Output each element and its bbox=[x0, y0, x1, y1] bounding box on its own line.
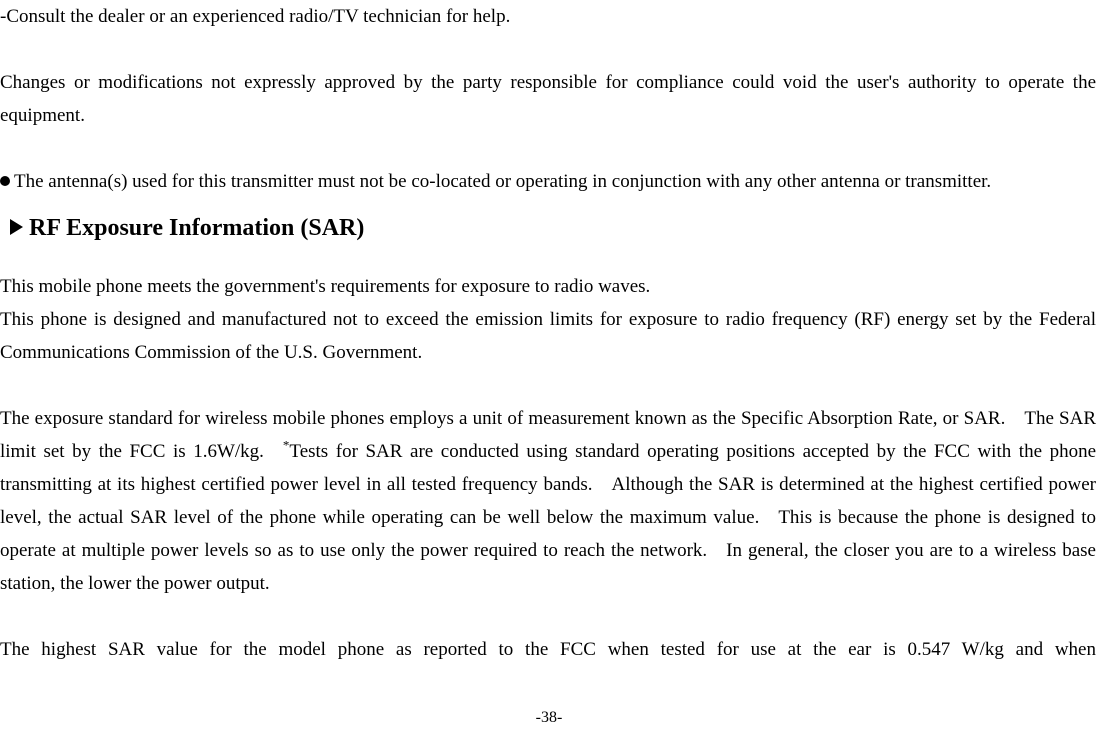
body-paragraph: The exposure standard for wireless mobil… bbox=[0, 402, 1096, 600]
section-heading-row: RF Exposure Information (SAR) bbox=[0, 212, 1096, 244]
body-paragraph: -Consult the dealer or an experienced ra… bbox=[0, 0, 1096, 33]
spacer bbox=[0, 369, 1096, 402]
page-number: -38- bbox=[0, 709, 1098, 727]
body-paragraph: The highest SAR value for the model phon… bbox=[0, 633, 1096, 666]
section-heading: RF Exposure Information (SAR) bbox=[29, 212, 364, 244]
bullet-paragraph: The antenna(s) used for this transmitter… bbox=[0, 165, 1096, 198]
bullet-icon bbox=[0, 176, 10, 186]
body-paragraph: This mobile phone meets the government's… bbox=[0, 270, 1096, 303]
body-text: The antenna(s) used for this transmitter… bbox=[14, 165, 1096, 198]
arrow-right-icon bbox=[10, 219, 23, 235]
spacer bbox=[0, 600, 1096, 633]
body-paragraph: Changes or modifications not expressly a… bbox=[0, 66, 1096, 132]
spacer bbox=[0, 33, 1096, 66]
spacer bbox=[0, 132, 1096, 165]
body-paragraph: This phone is designed and manufactured … bbox=[0, 303, 1096, 369]
document-page: -Consult the dealer or an experienced ra… bbox=[0, 0, 1098, 733]
body-text: Tests for SAR are conducted using standa… bbox=[0, 441, 1096, 594]
